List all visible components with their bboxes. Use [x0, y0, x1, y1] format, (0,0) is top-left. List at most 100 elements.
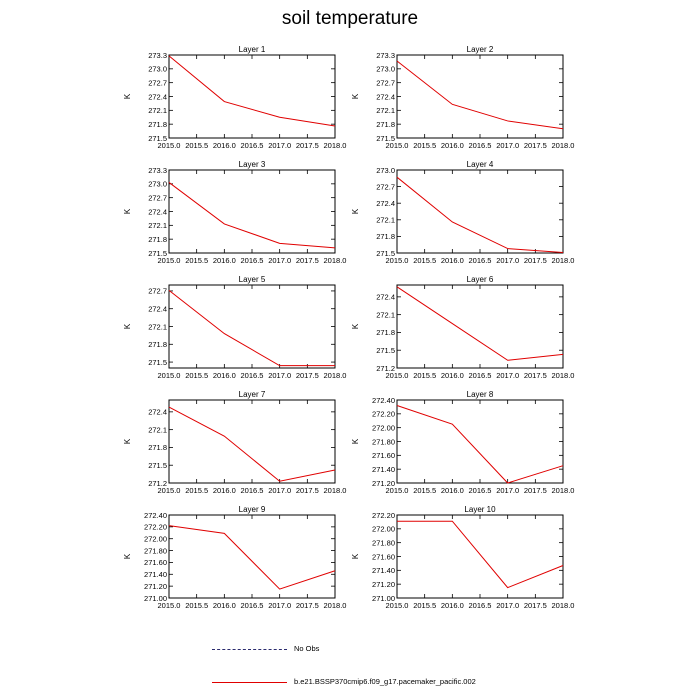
x-tick-label: 2018.0: [324, 601, 347, 610]
plot-frame: [396, 284, 564, 369]
x-tick-label: 2017.5: [296, 601, 319, 610]
y-tick-label: 272.7: [148, 193, 167, 202]
y-tick-label: 273.0: [376, 166, 395, 175]
x-tick-label: 2016.5: [241, 141, 264, 150]
panel-title: Layer 1: [239, 45, 266, 54]
x-tick-label: 2016.0: [441, 601, 464, 610]
plot-frame: [168, 169, 336, 254]
plot-frame: [168, 399, 336, 484]
panel-layer-6: Layer 6 K 271.2 271.5 271.8 272.1 272.4 2015.0 2…: [351, 275, 574, 380]
y-tick-label: 271.80: [372, 437, 395, 446]
y-tick-label: 271.5: [148, 358, 167, 367]
panel-title: Layer 4: [467, 160, 494, 169]
y-tick-label: 272.00: [144, 535, 167, 544]
y-tick-label: 271.20: [372, 580, 395, 589]
x-tick-label: 2015.5: [413, 141, 436, 150]
panel-layer-7: Layer 7 K 271.2 271.5 271.8 272.1 272.4 2015.0 2…: [123, 390, 346, 495]
plot-frame: [168, 514, 336, 599]
x-tick-label: 2015.5: [413, 256, 436, 265]
y-tick-label: 271.5: [148, 461, 167, 470]
x-tick-label: 2016.0: [441, 141, 464, 150]
panel-title: Layer 3: [239, 160, 266, 169]
panel-title: Layer 2: [467, 45, 494, 54]
x-tick-label: 2016.0: [441, 486, 464, 495]
x-tick-label: 2015.0: [386, 371, 409, 380]
y-tick-label: 272.4: [148, 408, 167, 417]
x-tick-label: 2015.0: [386, 141, 409, 150]
y-tick-label: 271.80: [144, 546, 167, 555]
y-tick-label: 272.1: [376, 106, 395, 115]
x-tick-label: 2017.5: [296, 486, 319, 495]
x-tick-label: 2018.0: [552, 256, 575, 265]
y-tick-label: 272.1: [148, 322, 167, 331]
x-tick-label: 2016.0: [441, 371, 464, 380]
panel-layer-3: Layer 3 K 271.5 271.8 272.1 272.4 272.7 273.0 27…: [123, 160, 346, 265]
x-tick-label: 2016.5: [241, 371, 264, 380]
x-tick-label: 2017.0: [268, 486, 291, 495]
series-line: [397, 520, 564, 589]
panel-title: Layer 9: [239, 505, 266, 514]
x-tick-label: 2018.0: [552, 371, 575, 380]
plot-frame: [396, 399, 564, 484]
x-tick-label: 2017.0: [268, 601, 291, 610]
y-axis-label: K: [351, 208, 360, 214]
y-tick-label: 271.60: [144, 558, 167, 567]
x-tick-label: 2017.5: [296, 141, 319, 150]
y-tick-label: 272.4: [148, 305, 167, 314]
x-tick-label: 2017.0: [268, 371, 291, 380]
y-tick-label: 271.8: [148, 120, 167, 129]
x-tick-label: 2015.5: [185, 486, 208, 495]
y-tick-label: 273.3: [376, 51, 395, 60]
x-tick-label: 2016.5: [469, 256, 492, 265]
x-tick-label: 2017.0: [496, 256, 519, 265]
x-tick-label: 2018.0: [552, 486, 575, 495]
y-tick-label: 271.5: [376, 249, 395, 258]
y-tick-label: 272.1: [148, 221, 167, 230]
x-tick-label: 2016.5: [469, 141, 492, 150]
series-line: [396, 286, 564, 361]
y-axis-label: K: [351, 93, 360, 99]
x-tick-label: 2015.5: [185, 256, 208, 265]
x-tick-label: 2018.0: [324, 141, 347, 150]
panel-title: Layer 5: [239, 275, 266, 284]
legend-solid-line-swatch: [212, 682, 287, 683]
x-tick-label: 2015.0: [158, 256, 181, 265]
y-tick-label: 272.00: [372, 423, 395, 432]
y-tick-label: 271.8: [376, 232, 395, 241]
y-tick-label: 272.7: [376, 78, 395, 87]
y-tick-label: 272.1: [148, 425, 167, 434]
y-tick-label: 272.20: [372, 410, 395, 419]
x-tick-label: 2015.5: [413, 601, 436, 610]
x-tick-label: 2015.0: [158, 601, 181, 610]
legend-label-model: b.e21.BSSP370cmip6.f09_g17.pacemaker_pac…: [294, 677, 476, 686]
series-line: [168, 55, 336, 127]
panel-layer-1: Layer 1 K 271.5 271.8 272.1 272.4 272.7 273.0 27…: [123, 45, 346, 150]
y-tick-label: 271.8: [148, 443, 167, 452]
y-tick-label: 272.1: [148, 106, 167, 115]
y-tick-label: 271.8: [148, 235, 167, 244]
legend-dashed-line-swatch: [212, 649, 287, 650]
series-line: [396, 60, 564, 130]
x-tick-label: 2017.0: [496, 141, 519, 150]
panel-layer-4: Layer 4 K 271.5 271.8 272.1 272.4 272.7 273.0 20…: [351, 160, 574, 265]
series-line: [168, 289, 335, 367]
x-tick-label: 2015.5: [185, 601, 208, 610]
y-tick-label: 271.20: [372, 479, 395, 488]
x-tick-label: 2015.5: [185, 141, 208, 150]
x-tick-label: 2017.5: [296, 256, 319, 265]
x-tick-label: 2017.0: [496, 371, 519, 380]
y-tick-label: 271.5: [376, 134, 395, 143]
y-tick-label: 272.40: [372, 396, 395, 405]
x-tick-label: 2016.5: [241, 601, 264, 610]
y-tick-label: 271.60: [372, 451, 395, 460]
x-tick-label: 2016.0: [213, 371, 236, 380]
y-tick-label: 271.8: [376, 328, 395, 337]
y-tick-label: 272.7: [148, 287, 167, 296]
x-tick-label: 2018.0: [552, 601, 575, 610]
y-axis-label: K: [123, 208, 132, 214]
x-tick-label: 2016.0: [213, 486, 236, 495]
y-tick-label: 271.20: [144, 582, 167, 591]
x-tick-label: 2017.5: [524, 141, 547, 150]
y-axis-label: K: [123, 93, 132, 99]
y-tick-label: 272.4: [148, 207, 167, 216]
